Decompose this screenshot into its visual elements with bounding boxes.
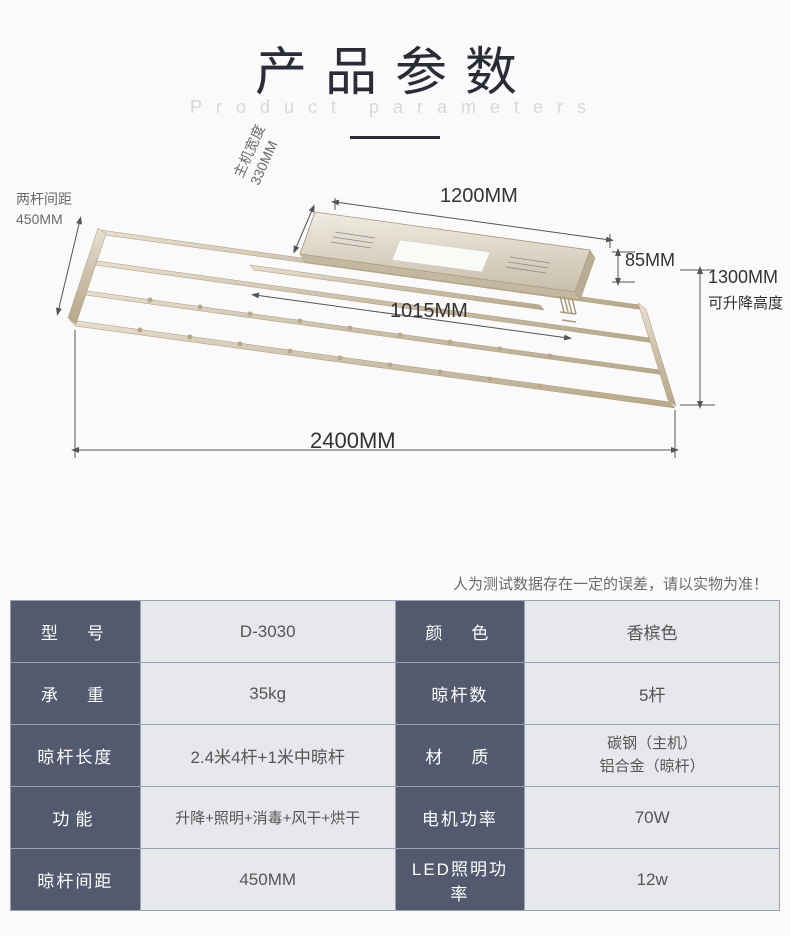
spec-label: 功能	[11, 787, 141, 849]
spec-label: 颜 色	[395, 601, 525, 663]
spec-row: 型 号D-3030颜 色香槟色	[11, 601, 780, 663]
spec-row: 承 重35kg晾杆数5杆	[11, 663, 780, 725]
spec-label: 型 号	[11, 601, 141, 663]
spec-row: 功能升降+照明+消毒+风干+烘干电机功率70W	[11, 787, 780, 849]
spec-label: 材 质	[395, 725, 525, 787]
spec-value: 70W	[525, 787, 780, 849]
dim-full-length: 2400MM	[310, 428, 396, 454]
measurement-note: 人为测试数据存在一定的误差，请以实物为准！	[453, 573, 768, 594]
subtitle: Product parameters	[0, 97, 790, 118]
spec-value: D-3030	[140, 601, 395, 663]
spec-value: 碳钢（主机）铝合金（晾杆）	[525, 725, 780, 787]
spec-value: 2.4米4杆+1米中晾杆	[140, 725, 395, 787]
dim-middle-length: 1015MM	[390, 300, 468, 323]
title-underline	[350, 136, 440, 139]
spec-value: 12w	[525, 849, 780, 911]
spec-label: 电机功率	[395, 787, 525, 849]
spec-value: 升降+照明+消毒+风干+烘干	[140, 787, 395, 849]
title-area: 产品参数 Product parameters	[0, 0, 790, 139]
spec-value: 5杆	[525, 663, 780, 725]
spec-label: 承 重	[11, 663, 141, 725]
spec-value: 450MM	[140, 849, 395, 911]
spec-row: 晾杆间距450MMLED照明功率12w	[11, 849, 780, 911]
dim-rod-spacing-label: 两杆间距 450MM	[16, 190, 72, 229]
dim-drop: 1300MM 可升降高度	[708, 265, 783, 315]
main-title: 产品参数	[0, 30, 790, 105]
product-diagram: 两杆间距 450MM 主机宽度 330MM 1200MM 85MM 1300MM…	[20, 170, 770, 540]
spec-label: LED照明功率	[395, 849, 525, 911]
spec-value: 香槟色	[525, 601, 780, 663]
spec-label: 晾杆长度	[11, 725, 141, 787]
dim-height: 85MM	[625, 250, 675, 271]
spec-label: 晾杆数	[395, 663, 525, 725]
spec-label: 晾杆间距	[11, 849, 141, 911]
spec-value: 35kg	[140, 663, 395, 725]
spec-table: 型 号D-3030颜 色香槟色承 重35kg晾杆数5杆晾杆长度2.4米4杆+1米…	[10, 600, 780, 911]
dim-top-length: 1200MM	[440, 185, 518, 208]
spec-row: 晾杆长度2.4米4杆+1米中晾杆材 质碳钢（主机）铝合金（晾杆）	[11, 725, 780, 787]
